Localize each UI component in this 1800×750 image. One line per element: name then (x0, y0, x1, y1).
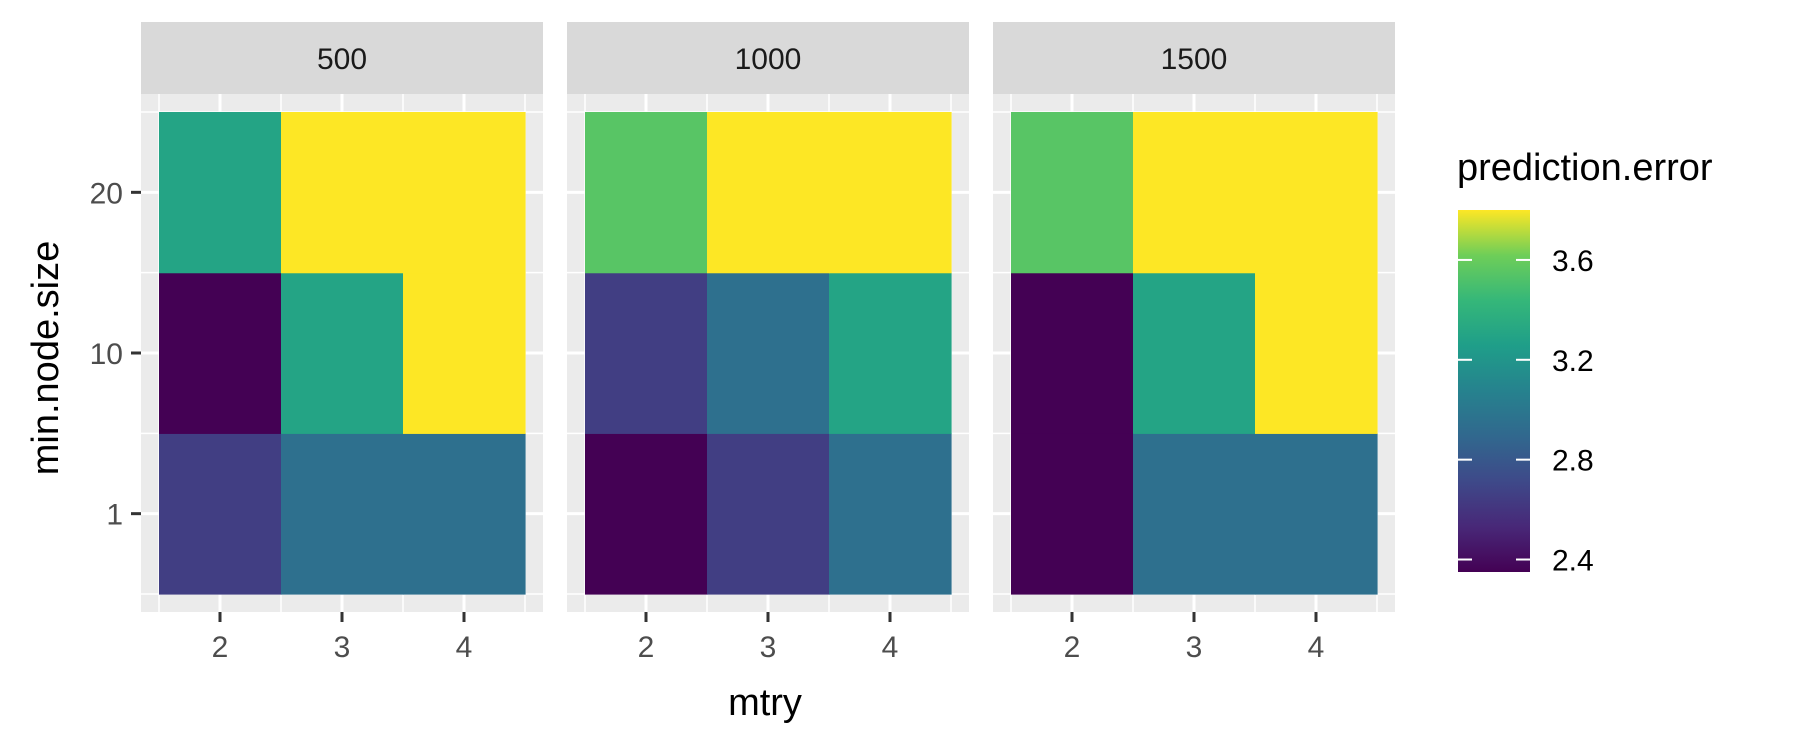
y-tick-label: 10 (90, 338, 123, 371)
facet-panel-1500: 1500 2 3 4 (993, 22, 1395, 664)
legend-tick-label: 2.8 (1552, 445, 1594, 478)
heatmap-tile-1500-4-10 (1255, 272, 1378, 434)
heatmap-tile-500-3-1 (281, 433, 404, 595)
heatmap-tile-500-3-20 (281, 112, 404, 274)
legend-tick-label: 2.4 (1552, 545, 1594, 578)
heatmap-tile-1000-2-1 (585, 433, 708, 595)
facet-strip-label: 1500 (1161, 43, 1228, 76)
facet-strip-label: 500 (317, 43, 367, 76)
x-tick-label: 4 (456, 631, 473, 664)
heatmap-tile-1500-2-1 (1011, 433, 1134, 595)
legend-tick-label: 3.2 (1552, 345, 1594, 378)
facet-strip (141, 22, 543, 94)
legend-title: prediction.error (1457, 147, 1713, 189)
x-tick-label: 3 (760, 631, 777, 664)
heatmap-tile-1000-3-1 (707, 433, 830, 595)
y-tick-label: 1 (106, 499, 123, 532)
x-axis-title: mtry (728, 682, 802, 724)
x-tick-label: 2 (1064, 631, 1081, 664)
panels-layer: 500 2 3 4 1000 2 3 4 1500 2 3 4 (141, 22, 1395, 664)
facet-panel-1000: 1000 2 3 4 (567, 22, 969, 664)
facet-panel-500: 500 2 3 4 (141, 22, 543, 664)
legend-ticks: 2.4 2.8 3.2 3.6 (1458, 245, 1594, 578)
heatmap-tile-1000-4-1 (829, 433, 952, 595)
heatmap-tile-500-3-10 (281, 272, 404, 434)
heatmap-tile-1500-2-10 (1011, 272, 1134, 434)
x-tick-label: 4 (882, 631, 899, 664)
facet-strip-label: 1000 (735, 43, 802, 76)
heatmap-tile-1000-3-20 (707, 112, 830, 274)
heatmap-tile-500-2-20 (159, 112, 282, 274)
heatmap-tile-1500-3-1 (1133, 433, 1256, 595)
x-tick-label: 4 (1308, 631, 1325, 664)
y-axis-title: min.node.size (25, 241, 67, 475)
heatmap-tile-500-2-10 (159, 272, 282, 434)
heatmap-tile-1000-4-10 (829, 272, 952, 434)
x-tick-label: 2 (212, 631, 229, 664)
heatmap-tile-500-4-10 (403, 272, 526, 434)
heatmap-tile-1000-4-20 (829, 112, 952, 274)
heatmap-tile-500-2-1 (159, 433, 282, 595)
legend: prediction.error 2.4 2.8 3.2 3.6 (1457, 147, 1713, 578)
legend-tick-label: 3.6 (1552, 245, 1594, 278)
heatmap-tile-1500-3-10 (1133, 272, 1256, 434)
y-axis: 1 10 20 (90, 177, 141, 532)
heatmap-tile-500-4-20 (403, 112, 526, 274)
heatmap-tile-1500-3-20 (1133, 112, 1256, 274)
x-tick-label: 3 (334, 631, 351, 664)
heatmap-tile-1500-4-1 (1255, 433, 1378, 595)
heatmap-tile-1000-2-10 (585, 272, 708, 434)
x-tick-label: 3 (1186, 631, 1203, 664)
heatmap-tile-1000-2-20 (585, 112, 708, 274)
heatmap-tile-1500-4-20 (1255, 112, 1378, 274)
heatmap-tile-500-4-1 (403, 433, 526, 595)
legend-colorbar (1458, 210, 1530, 572)
x-tick-label: 2 (638, 631, 655, 664)
y-tick-label: 20 (90, 177, 123, 210)
heatmap-tile-1500-2-20 (1011, 112, 1134, 274)
heatmap-tile-1000-3-10 (707, 272, 830, 434)
facet-strip (993, 22, 1395, 94)
facet-strip (567, 22, 969, 94)
